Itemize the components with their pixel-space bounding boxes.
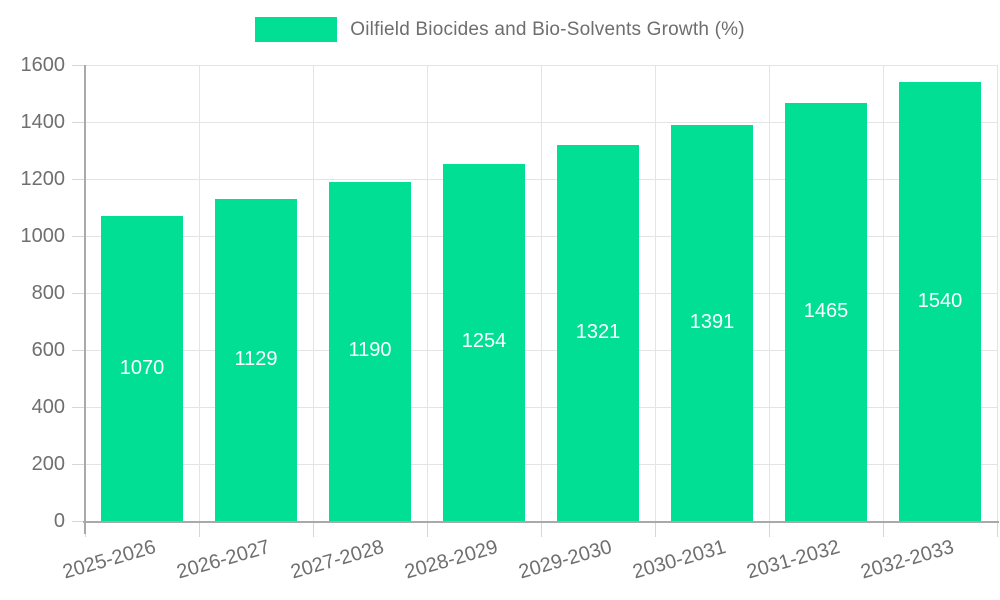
y-axis-tick — [72, 121, 85, 123]
x-gridline — [426, 65, 428, 521]
bar[interactable]: 1070 — [101, 216, 183, 521]
x-axis-tick — [996, 523, 998, 537]
x-axis-line — [83, 521, 999, 523]
bar-value-label: 1129 — [234, 348, 278, 371]
bar[interactable]: 1540 — [899, 82, 981, 521]
bar[interactable]: 1465 — [785, 103, 867, 521]
y-axis-tick — [72, 406, 85, 408]
y-axis-tick — [72, 463, 85, 465]
y-axis-tick — [72, 64, 85, 66]
x-axis-tick — [540, 523, 542, 537]
y-axis-tick — [72, 292, 85, 294]
legend-swatch — [255, 17, 338, 42]
y-tick-label: 1200 — [20, 168, 66, 190]
y-tick-label: 400 — [31, 396, 65, 418]
x-axis-tick — [198, 523, 200, 537]
y-tick-label: 200 — [31, 453, 65, 475]
x-axis-tick — [768, 523, 770, 537]
x-gridline — [996, 65, 998, 521]
bar-value-label: 1391 — [689, 310, 735, 333]
x-axis-tick — [654, 523, 656, 537]
y-tick-label: 1600 — [20, 54, 66, 76]
bar[interactable]: 1129 — [215, 199, 297, 521]
x-axis-tick — [312, 523, 314, 537]
x-gridline — [654, 65, 656, 521]
y-axis-tick — [72, 520, 85, 522]
bar[interactable]: 1190 — [329, 181, 411, 521]
y-axis-tick — [72, 178, 85, 180]
bar[interactable]: 1321 — [557, 144, 639, 521]
y-axis-tick — [72, 235, 85, 237]
legend[interactable]: Oilfield Biocides and Bio-Solvents Growt… — [0, 17, 1000, 42]
bar-value-label: 1465 — [803, 300, 849, 323]
x-gridline — [198, 65, 200, 521]
y-tick-label: 1400 — [20, 111, 66, 133]
plot-area: 0 200 400 600 800 1000 1200 1400 1600 1070 2025-20… — [21, 54, 999, 583]
y-tick-label: 800 — [31, 282, 65, 304]
y-axis-tick — [72, 349, 85, 351]
x-gridline — [768, 65, 770, 521]
y-axis-line — [84, 65, 86, 534]
legend-label: Oilfield Biocides and Bio-Solvents Growt… — [350, 18, 745, 40]
bar[interactable]: 1254 — [443, 163, 525, 521]
bar[interactable]: 1391 — [671, 124, 753, 521]
y-tick-label: 1000 — [20, 225, 66, 247]
bar-value-label: 1190 — [348, 339, 392, 362]
y-tick-label: 600 — [31, 339, 65, 361]
bar-value-label: 1321 — [575, 320, 621, 343]
x-gridline — [312, 65, 314, 521]
bar-value-label: 1070 — [119, 356, 165, 379]
bar-value-label: 1254 — [461, 330, 507, 353]
x-axis-tick — [882, 523, 884, 537]
bar-value-label: 1540 — [917, 289, 963, 312]
x-axis-tick — [426, 523, 428, 537]
y-tick-label: 0 — [53, 510, 65, 532]
x-gridline — [540, 65, 542, 521]
x-gridline — [882, 65, 884, 521]
